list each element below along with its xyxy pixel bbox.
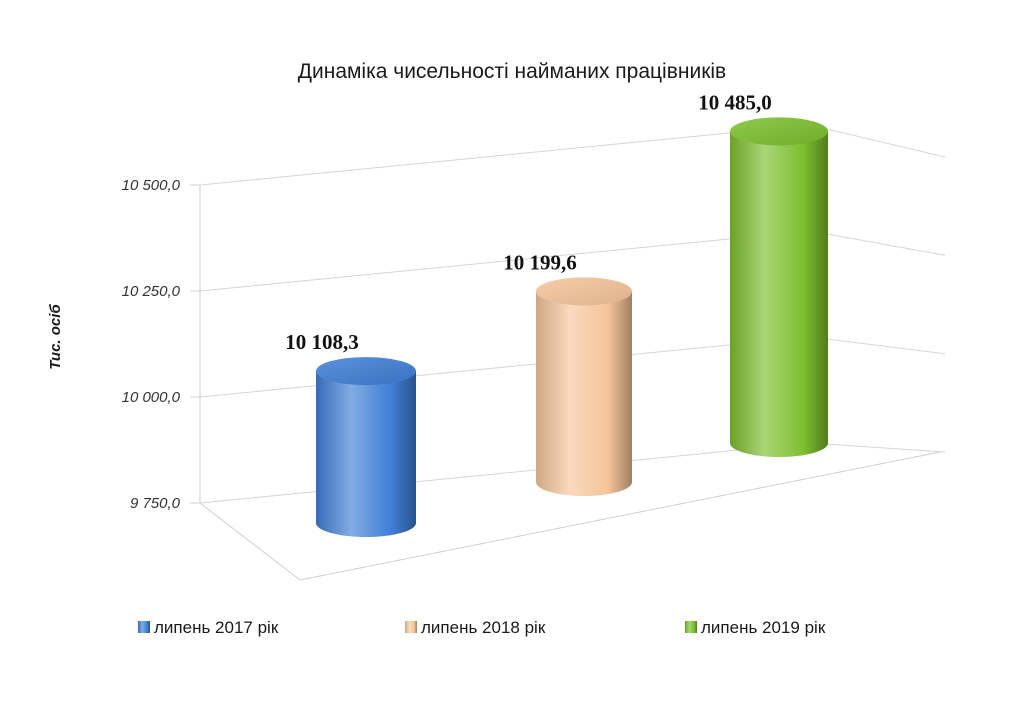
legend-item: липень 2018 рік (405, 618, 546, 637)
floor-left-edge (199, 502, 301, 581)
legend-label: липень 2017 рік (154, 618, 279, 637)
bar-top (536, 277, 632, 306)
bars (316, 117, 828, 537)
bar-body (730, 131, 828, 458)
legend-label: липень 2019 рік (701, 618, 826, 637)
legend-label: липень 2018 рік (421, 618, 546, 637)
data-label: 10 485,0 (698, 90, 772, 114)
legend-item: липень 2017 рік (138, 618, 279, 637)
gridline (199, 124, 946, 186)
legend-swatch (405, 621, 417, 633)
bar-1 (316, 357, 416, 537)
bar-2 (536, 277, 632, 496)
legend-swatch (685, 621, 697, 633)
data-label: 10 108,3 (285, 330, 359, 354)
y-axis-label: Тис. осіб (47, 304, 64, 370)
bar-body (316, 371, 416, 537)
bar-3 (730, 117, 828, 458)
y-axis-ticks: 9 750,0 10 000,0 10 250,0 10 500,0 (122, 177, 200, 512)
floor-front-edge (299, 451, 941, 581)
y-tick-label: 10 500,0 (122, 177, 181, 194)
data-labels: 10 108,3 10 199,6 10 485,0 (285, 90, 772, 354)
legend: липень 2017 рік липень 2018 рік липень 201… (138, 618, 826, 637)
legend-item: липень 2019 рік (685, 618, 826, 637)
legend-swatch (138, 621, 150, 633)
bar-body (536, 291, 632, 496)
data-label: 10 199,6 (503, 250, 577, 274)
bar-top (730, 117, 828, 146)
chart-title: Динаміка чисельності найманих працівникі… (298, 60, 726, 83)
y-tick-label: 10 250,0 (122, 283, 181, 300)
y-tick-label: 9 750,0 (130, 495, 181, 512)
y-tick-label: 10 000,0 (122, 389, 181, 406)
bar-top (316, 357, 416, 386)
